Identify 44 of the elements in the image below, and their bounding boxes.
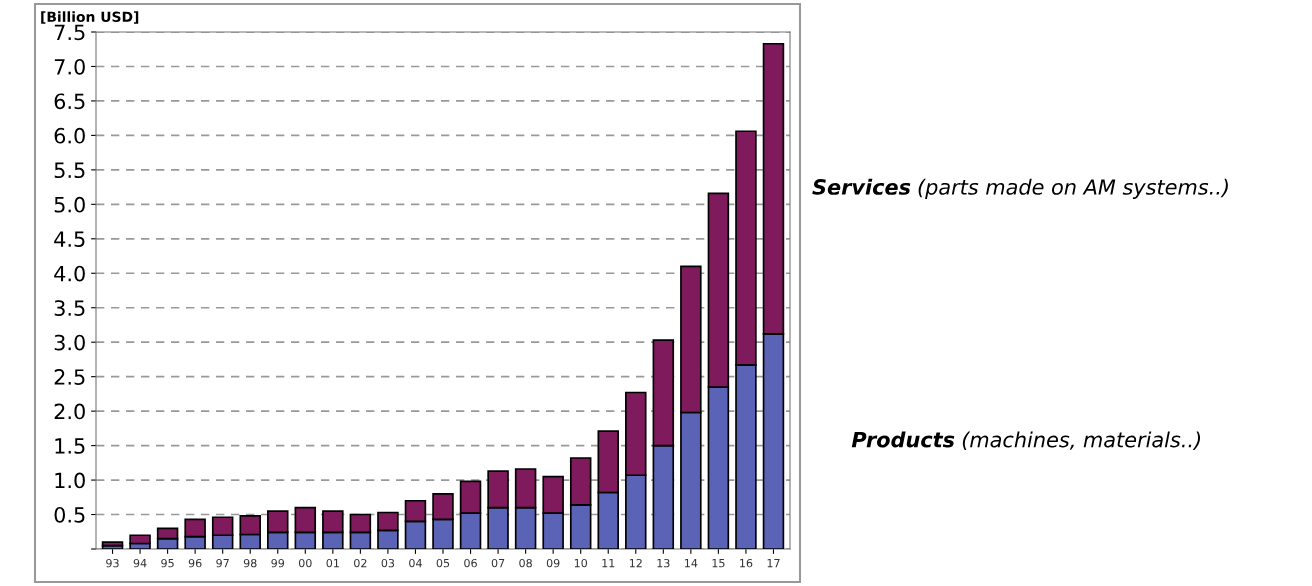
x-tick-label: 06 [464, 558, 477, 568]
x-tick-label: 00 [298, 558, 312, 568]
x-tick-label: 08 [519, 558, 532, 568]
y-tick-label: 6.0 [54, 127, 85, 144]
x-tick-label: 10 [574, 558, 588, 568]
x-tick-label: 03 [381, 558, 395, 568]
y-tick-label: 0.5 [54, 506, 85, 523]
y-tick-label: 2.5 [54, 369, 85, 385]
x-tick-label: 98 [243, 558, 257, 568]
y-tick-label: 3.5 [54, 300, 85, 316]
y-tick-label: 2.0 [54, 403, 85, 420]
y-tick-label: 5.5 [54, 162, 85, 179]
y-tick-label: 4.0 [54, 265, 85, 282]
x-tick-label: 15 [712, 559, 725, 568]
series-label: Services (parts made on AM systems..) [812, 178, 1228, 199]
y-tick-label: 4.5 [54, 231, 85, 248]
x-tick-label: 12 [629, 558, 642, 568]
x-tick-label: 05 [436, 558, 450, 568]
x-tick-label: 95 [161, 558, 174, 568]
x-tick-label: 09 [546, 558, 560, 568]
y-tick-label: 6.5 [54, 93, 85, 110]
x-tick-label: 14 [685, 559, 698, 568]
x-tick-label: 01 [326, 558, 339, 568]
y-tick-label: 1.5 [55, 438, 85, 454]
y-tick-label: 1.0 [55, 472, 85, 489]
x-tick-label: 93 [106, 558, 119, 568]
text: Products (machines, materials..) [851, 431, 1201, 450]
bar [129, 534, 151, 545]
y-tick-label: 3.0 [54, 334, 85, 351]
x-tick-label: 99 [271, 558, 285, 568]
y-axis-title: [Billion USD] [41, 11, 139, 24]
x-tick-label: 94 [133, 558, 147, 568]
x-tick-label: 96 [188, 558, 202, 568]
x-tick-label: 02 [354, 558, 367, 568]
y-tick-label: 7.5 [54, 24, 85, 41]
x-tick-label: 97 [216, 558, 229, 568]
y-tick-label: 7.0 [54, 58, 85, 75]
x-tick-label: 07 [491, 558, 505, 568]
y-tick-label: 5.0 [54, 196, 85, 213]
x-tick-label: 04 [409, 558, 422, 568]
x-tick-label: 13 [657, 558, 670, 568]
x-tick-label: 11 [602, 559, 615, 568]
x-tick-label: 17 [767, 559, 780, 568]
x-tick-label: 16 [740, 558, 753, 568]
